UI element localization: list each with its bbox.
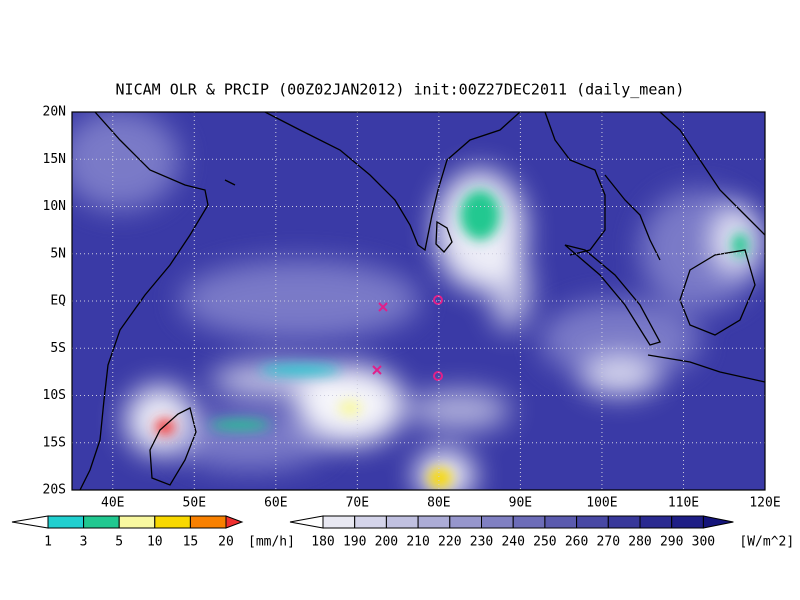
map-title: NICAM OLR & PRCIP (00Z02JAN2012) init:00… [116,81,685,99]
coastlines [79,112,765,490]
colorbar-box [639,515,673,529]
colorbar-box [83,515,120,529]
lat-label: 15N [43,152,66,167]
colorbar-box [154,515,191,529]
colorbar-box [512,515,546,529]
colorbar-unit: [mm/h] [248,535,295,550]
colorbar-box [481,515,514,529]
colorbar-label: 15 [183,535,199,550]
colorbar-box [47,515,85,529]
colorbar-label: 20 [218,535,234,550]
colorbar-end [702,515,734,529]
lon-label: 60E [264,496,287,511]
colorbar-label: 5 [115,535,123,550]
colorbar-box [449,515,482,529]
lat-label: 15S [43,435,66,450]
colorbar-label: 290 [660,535,683,550]
lat-label: 10S [43,388,66,403]
colorbar-label: 270 [597,535,620,550]
lat-label: 5S [50,341,66,356]
colorbar-box [189,515,227,529]
lon-label: 50E [183,496,206,511]
colorbar-box [671,515,704,529]
lat-label: 20S [43,483,66,498]
colorbar-label: 210 [406,535,429,550]
colorbar-label: 230 [470,535,493,550]
lon-label: 100E [586,496,617,511]
colorbar-label: 3 [80,535,88,550]
lat-label: EQ [50,294,66,309]
lon-label: 70E [346,496,369,511]
colorbar-label: 250 [533,535,556,550]
colorbar-label: 1 [44,535,52,550]
map-frame [71,111,766,491]
colorbar-box [118,515,156,529]
markers [372,295,443,381]
lat-label: 5N [50,246,66,261]
colorbar-box [576,515,609,529]
colorbar-label: 10 [147,535,163,550]
lon-label: 40E [101,496,124,511]
colorbar-label: 190 [343,535,366,550]
colorbar-label: 300 [692,535,715,550]
colorbar-box [544,515,578,529]
colorbar-label: 200 [375,535,398,550]
colorbar-box [354,515,387,529]
colorbar-label: 180 [311,535,334,550]
lon-label: 90E [509,496,532,511]
map-field [72,112,765,490]
colorbar-unit: [W/m^2] [739,535,794,550]
lon-label: 110E [668,496,699,511]
colorbar-label: 220 [438,535,461,550]
colorbar-end [289,515,324,529]
lat-label: 10N [43,199,66,214]
colorbar-end [11,515,49,529]
lat-label: 20N [43,105,66,120]
colorbar-box [322,515,356,529]
colorbar-label: 240 [501,535,524,550]
colorbar-box [385,515,419,529]
colorbar-box [417,515,451,529]
colorbar-end [225,515,244,529]
lon-label: 120E [749,496,780,511]
colorbar-label: 280 [628,535,651,550]
lon-label: 80E [427,496,450,511]
colorbar-label: 260 [565,535,588,550]
colorbar-box [607,515,641,529]
